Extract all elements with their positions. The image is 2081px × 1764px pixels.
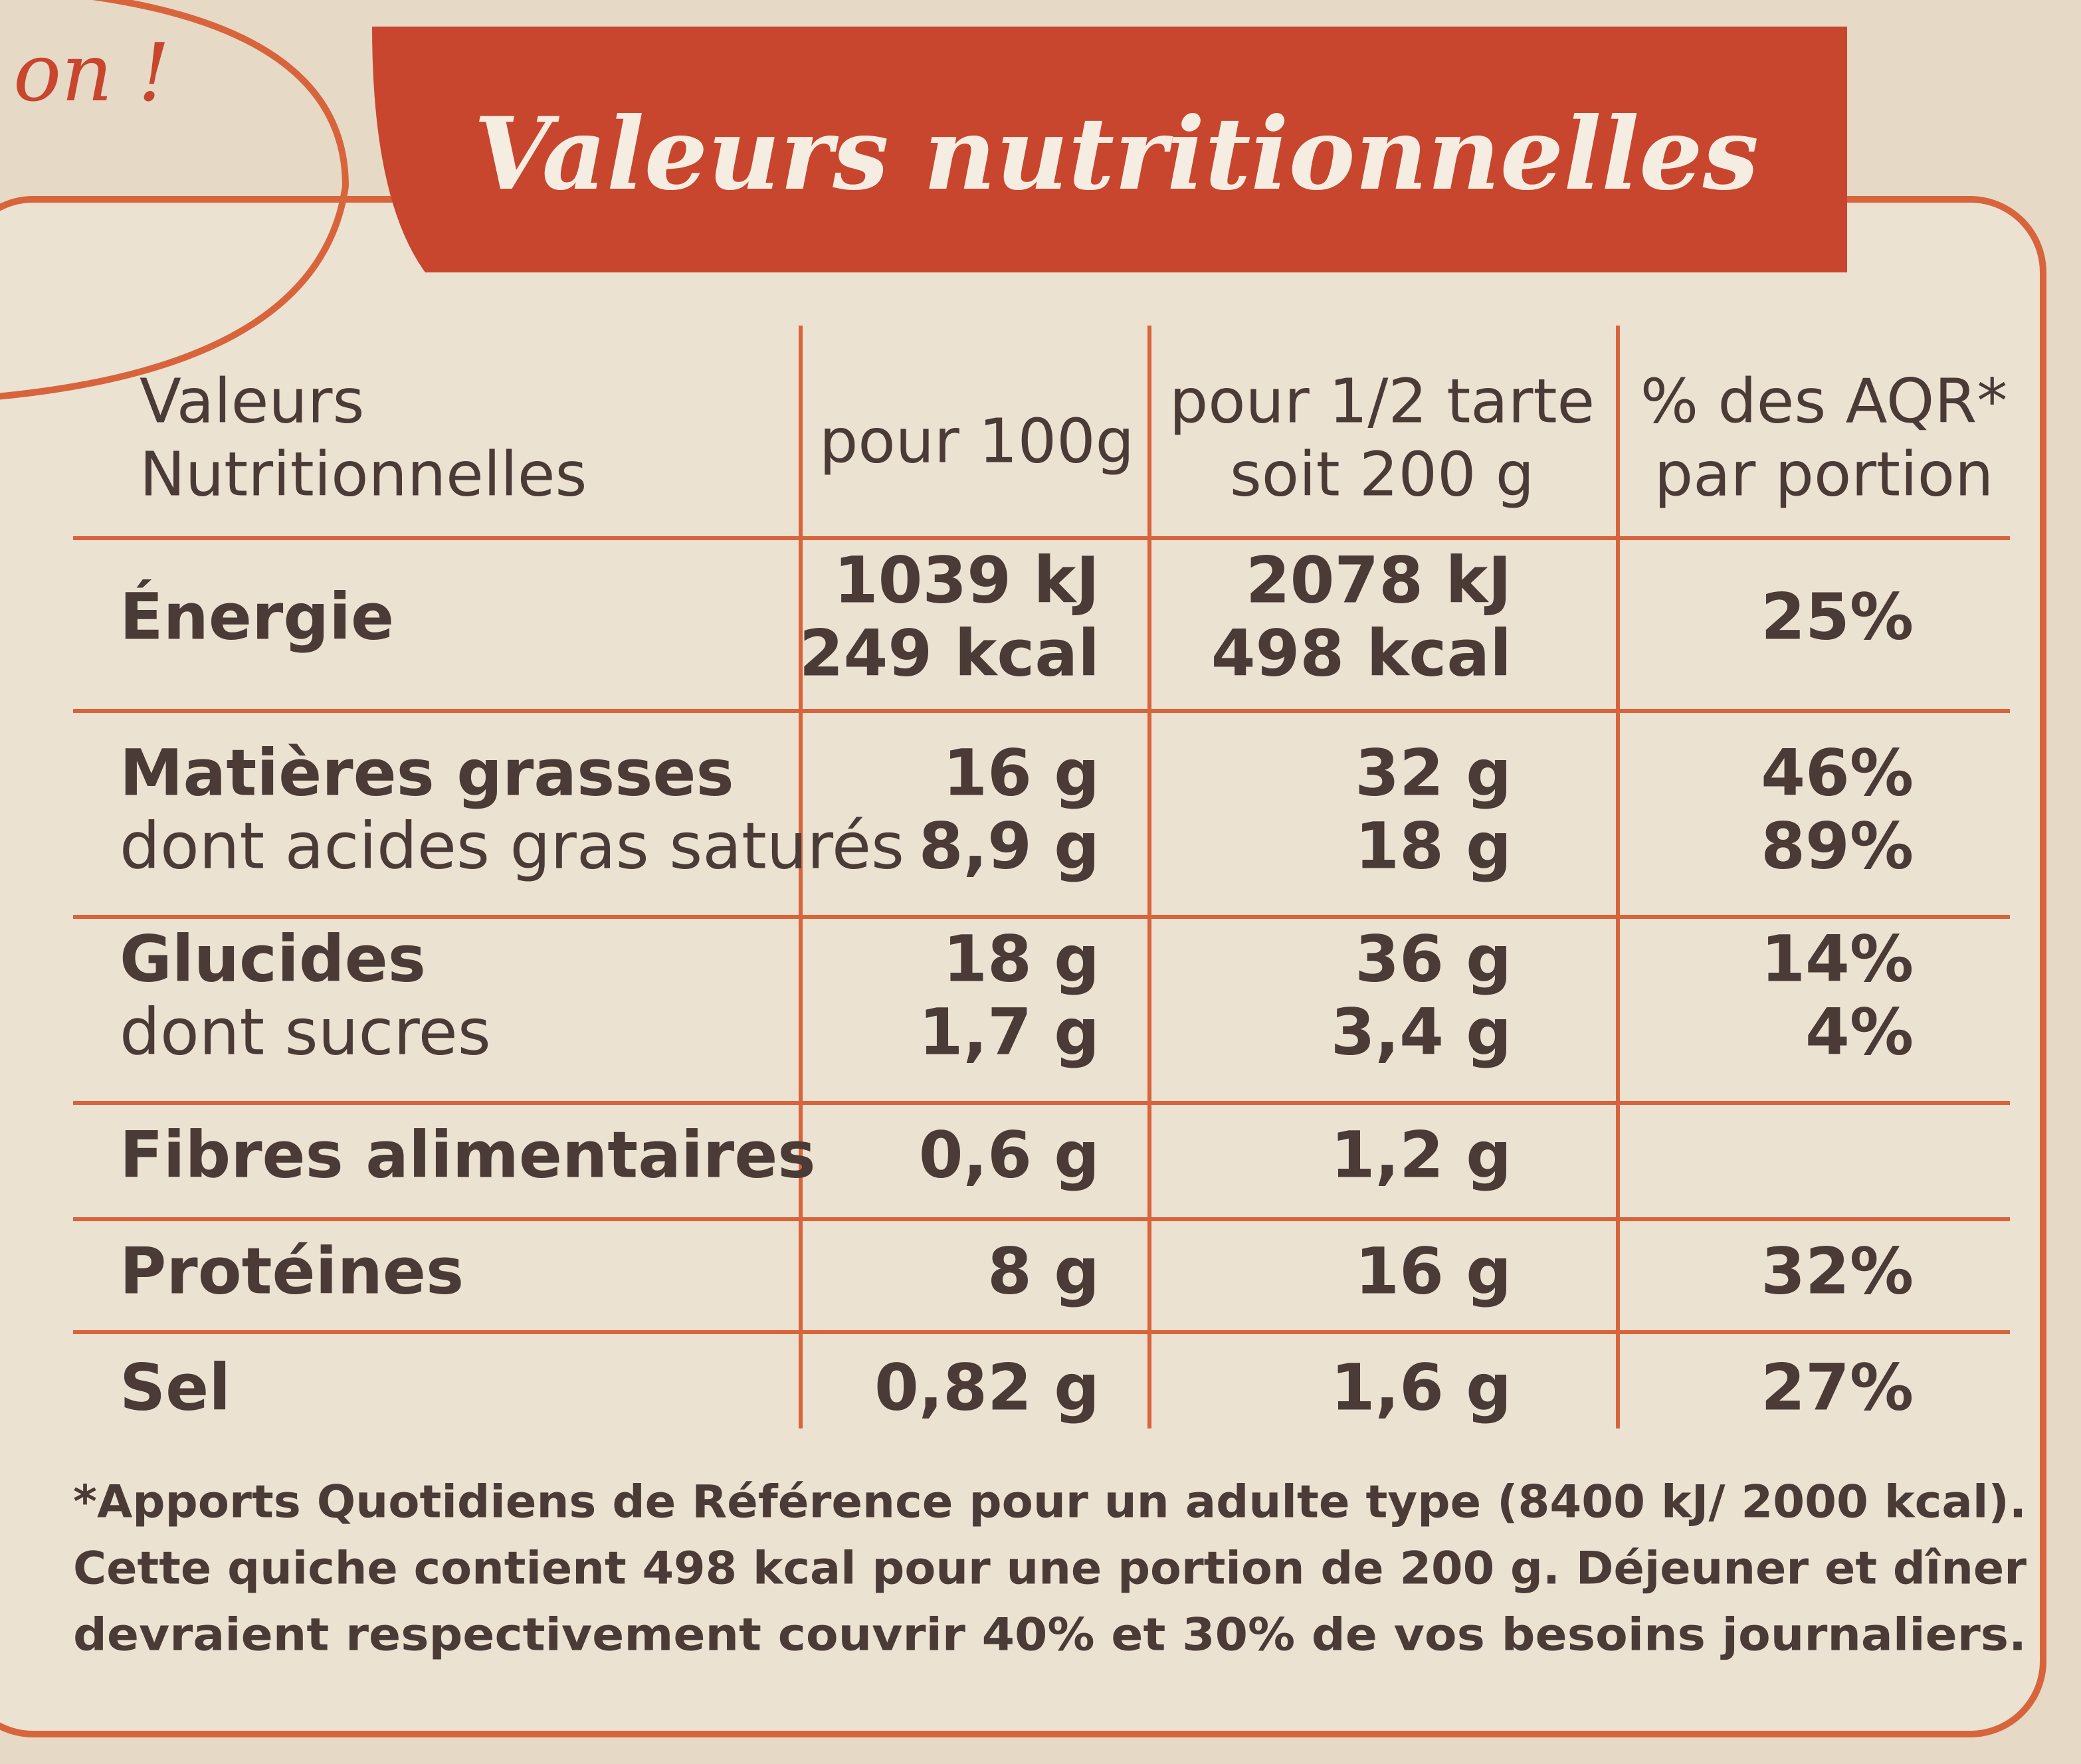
value-cell: 8,9 g (919, 809, 1100, 883)
value-cell: 498 kcal (1211, 616, 1512, 690)
value-cell: 25% (1761, 579, 1914, 654)
value-cell: 1039 kJ (834, 543, 1100, 617)
header-cell: pour 100g (819, 405, 1134, 476)
corner-text: on ! (13, 27, 170, 120)
header-cell: Valeurs (140, 365, 364, 437)
row-label: Fibres alimentaires (120, 1118, 815, 1192)
value-cell: 18 g (1355, 809, 1512, 883)
footnote-line: *Apports Quotidiens de Référence pour un… (73, 1476, 2027, 1529)
header-cell: pour 1/2 tarte (1169, 365, 1595, 437)
value-cell: 1,6 g (1331, 1350, 1512, 1424)
row-label: Matières grasses (120, 735, 734, 810)
header-cell: par portion (1654, 439, 1994, 510)
value-cell: 249 kcal (799, 616, 1100, 690)
row-label: dont sucres (120, 995, 491, 1069)
footnote-line: Cette quiche contient 498 kcal pour une … (73, 1543, 2027, 1595)
value-cell: 3,4 g (1331, 995, 1512, 1069)
value-cell: 4% (1805, 995, 1914, 1069)
title-banner (372, 27, 1847, 272)
row-label: Sel (120, 1350, 231, 1424)
footnote-line: devraient respectivement couvrir 40% et … (73, 1609, 2027, 1662)
title: Valeurs nutritionnelles (474, 96, 1759, 213)
value-cell: 32 g (1355, 735, 1512, 810)
header-cell: Nutritionnelles (140, 439, 587, 510)
footnote: *Apports Quotidiens de Référence pour un… (73, 1476, 2027, 1662)
row-label: Protéines (120, 1234, 464, 1308)
value-cell: 16 g (1355, 1234, 1512, 1308)
corner-swoosh (0, 0, 349, 400)
value-cell: 2078 kJ (1246, 543, 1512, 617)
row-label: dont acides gras saturés (120, 809, 904, 883)
value-cell: 36 g (1355, 922, 1512, 996)
value-cell: 89% (1761, 809, 1914, 883)
row-label: Glucides (120, 922, 426, 996)
row-label: Énergie (120, 579, 394, 654)
value-cell: 27% (1761, 1350, 1914, 1424)
value-cell: 16 g (943, 735, 1100, 810)
header-cell: % des AQR* (1640, 365, 2008, 437)
header-cell: soit 200 g (1230, 439, 1534, 510)
value-cell: 32% (1761, 1234, 1914, 1308)
value-cell: 0,6 g (919, 1118, 1100, 1192)
table-grid (73, 326, 2010, 1428)
value-cell: 1,2 g (1331, 1118, 1512, 1192)
value-cell: 14% (1761, 922, 1914, 996)
value-cell: 46% (1761, 735, 1914, 810)
value-cell: 0,82 g (874, 1350, 1100, 1424)
value-cell: 8 g (987, 1234, 1100, 1308)
value-cell: 18 g (943, 922, 1100, 996)
value-cell: 1,7 g (919, 995, 1100, 1069)
